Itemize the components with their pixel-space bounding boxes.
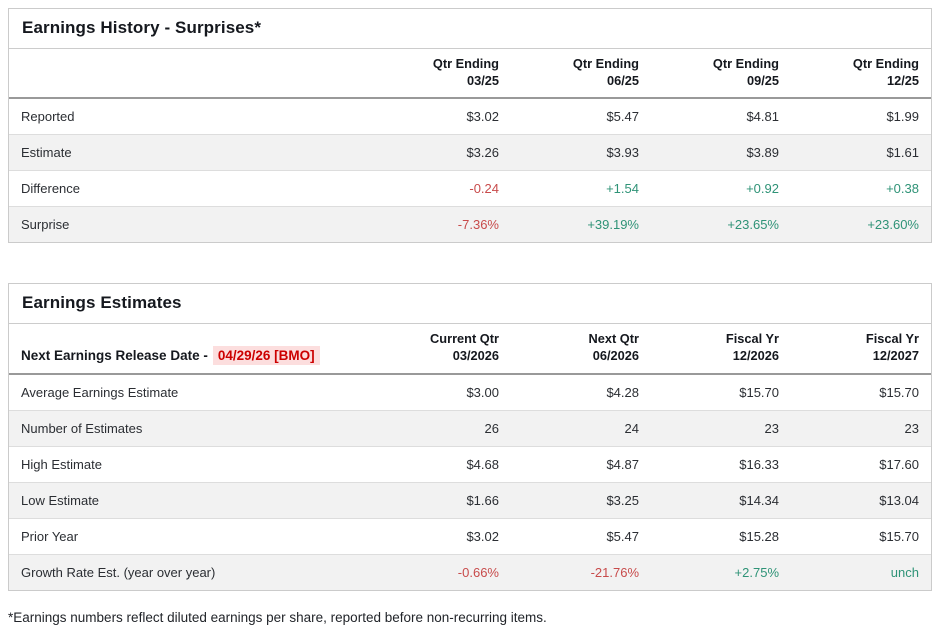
table-row: Average Earnings Estimate $3.00 $4.28 $1… bbox=[9, 374, 931, 410]
earnings-estimates-card: Earnings Estimates Next Earnings Release… bbox=[8, 283, 932, 591]
row-label: Low Estimate bbox=[21, 492, 100, 508]
column-header: Fiscal Yr 12/2027 bbox=[791, 324, 931, 375]
table-row: Number of Estimates 26 24 23 23 bbox=[9, 410, 931, 446]
earnings-estimates-table: Next Earnings Release Date -04/29/26 [BM… bbox=[9, 324, 931, 590]
value-cell: $16.33 bbox=[739, 456, 779, 472]
column-header: Qtr Ending 03/25 bbox=[371, 49, 511, 100]
earnings-estimates-header-row: Next Earnings Release Date -04/29/26 [BM… bbox=[9, 324, 931, 375]
value-cell: $4.87 bbox=[606, 456, 639, 472]
value-cell: $3.02 bbox=[466, 109, 499, 125]
value-cell: +23.60% bbox=[867, 217, 919, 233]
value-cell: $15.28 bbox=[739, 528, 779, 544]
column-header: Qtr Ending 12/25 bbox=[791, 49, 931, 100]
value-cell: $3.00 bbox=[466, 384, 499, 400]
earnings-history-table: Qtr Ending 03/25 Qtr Ending 06/25 Qtr En… bbox=[9, 49, 931, 243]
value-cell: -21.76% bbox=[590, 564, 639, 580]
value-cell: $3.26 bbox=[466, 145, 499, 161]
value-cell: +23.65% bbox=[727, 217, 779, 233]
value-cell: unch bbox=[890, 564, 919, 580]
column-header: Next Qtr 06/2026 bbox=[511, 324, 651, 375]
value-cell: 24 bbox=[624, 420, 639, 436]
row-label: Number of Estimates bbox=[21, 420, 143, 436]
value-cell: $3.25 bbox=[606, 492, 639, 508]
row-label: Growth Rate Est. (year over year) bbox=[21, 564, 216, 580]
value-cell: $4.81 bbox=[746, 109, 779, 125]
row-label: High Estimate bbox=[21, 456, 102, 472]
value-cell: $1.99 bbox=[886, 109, 919, 125]
value-cell: +0.92 bbox=[746, 181, 779, 197]
earnings-history-title: Earnings History - Surprises* bbox=[9, 9, 931, 49]
row-label: Estimate bbox=[21, 145, 72, 161]
row-label: Surprise bbox=[21, 217, 70, 233]
table-row: Growth Rate Est. (year over year) -0.66%… bbox=[9, 554, 931, 590]
value-cell: $3.89 bbox=[746, 145, 779, 161]
row-label: Average Earnings Estimate bbox=[21, 384, 179, 400]
column-header: Current Qtr 03/2026 bbox=[371, 324, 511, 375]
table-row: Low Estimate $1.66 $3.25 $14.34 $13.04 bbox=[9, 482, 931, 518]
table-row: Estimate $3.26 $3.93 $3.89 $1.61 bbox=[9, 134, 931, 171]
table-row: Reported $3.02 $5.47 $4.81 $1.99 bbox=[9, 98, 931, 135]
value-cell: +1.54 bbox=[606, 181, 639, 197]
value-cell: +0.38 bbox=[886, 181, 919, 197]
value-cell: $17.60 bbox=[879, 456, 919, 472]
value-cell: $13.04 bbox=[879, 492, 919, 508]
value-cell: $4.28 bbox=[606, 384, 639, 400]
value-cell: 23 bbox=[764, 420, 779, 436]
value-cell: -7.36% bbox=[457, 217, 499, 233]
next-earnings-release-cell: Next Earnings Release Date -04/29/26 [BM… bbox=[9, 324, 371, 375]
value-cell: $5.47 bbox=[606, 528, 639, 544]
next-earnings-release-date: 04/29/26 [BMO] bbox=[212, 345, 320, 365]
column-header: Fiscal Yr 12/2026 bbox=[651, 324, 791, 375]
value-cell: 26 bbox=[484, 420, 499, 436]
value-cell: $3.93 bbox=[606, 145, 639, 161]
value-cell: $1.66 bbox=[466, 492, 499, 508]
row-label: Prior Year bbox=[21, 528, 79, 544]
earnings-history-card: Earnings History - Surprises* Qtr Ending… bbox=[8, 8, 932, 244]
empty-header-cell bbox=[9, 49, 371, 100]
value-cell: $3.02 bbox=[466, 528, 499, 544]
earnings-estimates-title: Earnings Estimates bbox=[9, 284, 931, 325]
value-cell: $4.68 bbox=[466, 456, 499, 472]
earnings-history-header-row: Qtr Ending 03/25 Qtr Ending 06/25 Qtr En… bbox=[9, 49, 931, 100]
value-cell: 23 bbox=[904, 420, 919, 436]
value-cell: -0.66% bbox=[457, 564, 499, 580]
table-row: High Estimate $4.68 $4.87 $16.33 $17.60 bbox=[9, 446, 931, 482]
value-cell: $15.70 bbox=[879, 384, 919, 400]
table-row: Surprise -7.36% +39.19% +23.65% +23.60% bbox=[9, 206, 931, 243]
value-cell: $14.34 bbox=[739, 492, 779, 508]
row-label: Difference bbox=[21, 181, 81, 197]
value-cell: $5.47 bbox=[606, 109, 639, 125]
table-row: Difference -0.24 +1.54 +0.92 +0.38 bbox=[9, 171, 931, 207]
column-header: Qtr Ending 06/25 bbox=[511, 49, 651, 100]
earnings-footnote: *Earnings numbers reflect diluted earnin… bbox=[8, 609, 547, 625]
value-cell: -0.24 bbox=[469, 181, 499, 197]
value-cell: +2.75% bbox=[734, 564, 779, 580]
value-cell: +39.19% bbox=[587, 217, 639, 233]
next-earnings-release-label: Next Earnings Release Date - bbox=[21, 347, 208, 363]
value-cell: $15.70 bbox=[739, 384, 779, 400]
table-row: Prior Year $3.02 $5.47 $15.28 $15.70 bbox=[9, 518, 931, 554]
row-label: Reported bbox=[21, 109, 75, 125]
value-cell: $1.61 bbox=[886, 145, 919, 161]
value-cell: $15.70 bbox=[879, 528, 919, 544]
column-header: Qtr Ending 09/25 bbox=[651, 49, 791, 100]
